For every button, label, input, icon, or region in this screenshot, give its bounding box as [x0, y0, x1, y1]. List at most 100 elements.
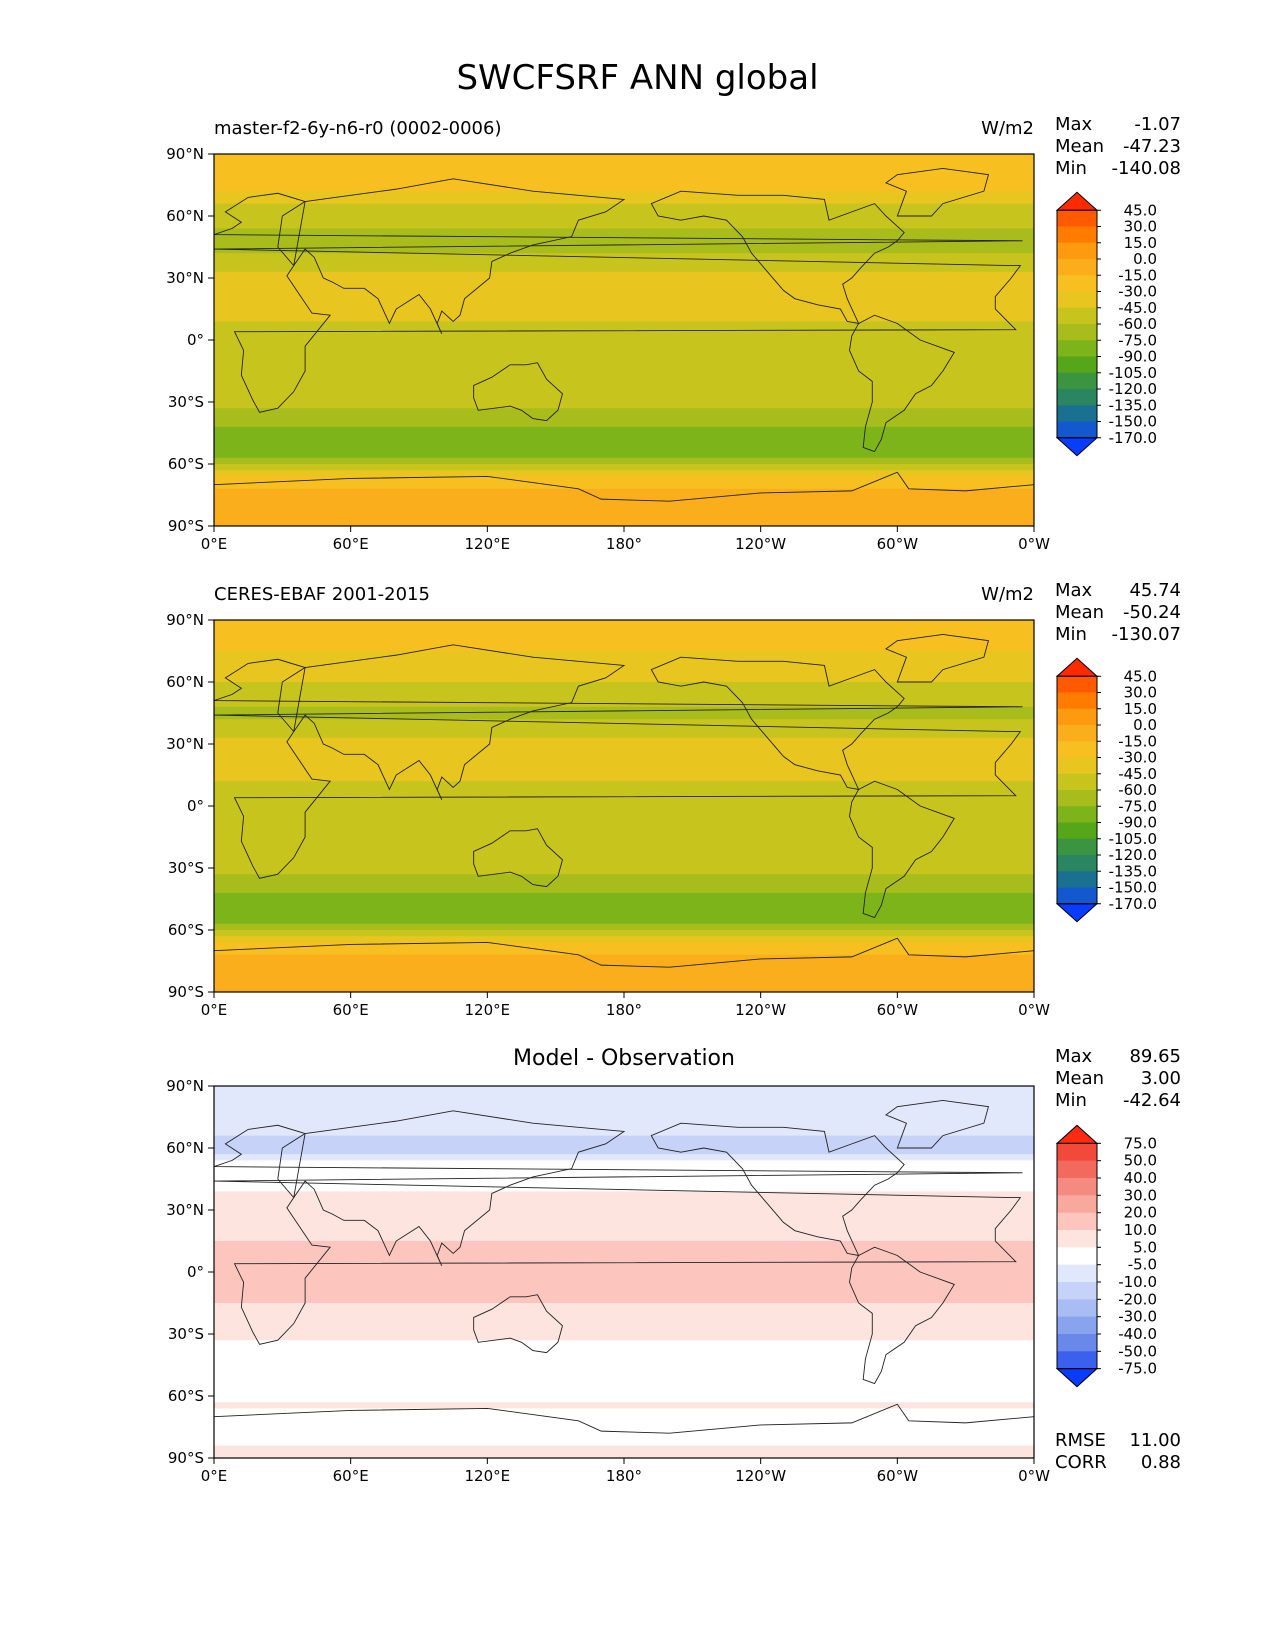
field-band	[214, 166, 1034, 174]
colorbar-extend-max	[1055, 191, 1099, 211]
stat-label: Max	[1055, 580, 1093, 601]
field-band	[214, 1278, 1034, 1285]
field-band	[214, 1439, 1034, 1447]
field-band	[214, 1092, 1034, 1099]
field-band	[214, 812, 1034, 819]
colorbar-label: -105.0	[1109, 830, 1157, 848]
colorbar-label: 75.0	[1124, 1134, 1157, 1152]
field-band	[214, 222, 1034, 229]
field-band	[214, 1451, 1034, 1458]
colorbar-label: -60.0	[1118, 781, 1157, 799]
field-band	[214, 1396, 1034, 1403]
field-band	[214, 476, 1034, 484]
colorbar-label: -50.0	[1118, 1342, 1157, 1360]
stat-label: Max	[1055, 1046, 1093, 1067]
field-band	[214, 620, 1034, 627]
field-band	[214, 482, 1034, 490]
field-band	[214, 719, 1034, 726]
field-band	[214, 1371, 1034, 1378]
field-band	[214, 750, 1034, 757]
x-tick-label: 60°E	[333, 1001, 369, 1019]
stat-label: Min	[1055, 624, 1087, 645]
field-band	[214, 395, 1034, 403]
colorbar-segment	[1057, 1351, 1097, 1370]
colorbar-label: 30.0	[1124, 1186, 1157, 1204]
field-band	[214, 1117, 1034, 1124]
stat-value: -42.64	[1122, 1090, 1181, 1111]
field-band	[214, 1427, 1034, 1434]
field-band	[214, 519, 1034, 526]
field-band	[214, 340, 1034, 347]
field-band	[214, 657, 1034, 664]
field-band	[214, 1358, 1034, 1366]
colorbar-segment	[1057, 389, 1097, 406]
colorbar-label: 45.0	[1124, 667, 1157, 685]
stat-label: Mean	[1055, 136, 1105, 157]
coastline	[650, 656, 905, 791]
field-band	[214, 849, 1034, 857]
field-band	[214, 930, 1034, 937]
colorbar-segment	[1057, 1264, 1097, 1283]
x-tick-label: 180°	[606, 1467, 642, 1485]
field-band	[214, 278, 1034, 285]
x-tick-label: 0°W	[1018, 1467, 1050, 1485]
coastline	[214, 937, 1034, 992]
field-band	[214, 1340, 1034, 1347]
colorbar-segment	[1057, 1195, 1097, 1214]
map-plot: 0°E 60°E 120°E 180° 120°W 60°W 0°W 90°N 60°N 30°N…	[166, 611, 1157, 1019]
field-band	[214, 1303, 1034, 1310]
field-band	[214, 1334, 1034, 1341]
field-band	[214, 1222, 1034, 1230]
field-band	[214, 1272, 1034, 1279]
field-band	[214, 942, 1034, 950]
coastline	[849, 314, 955, 453]
field-band	[214, 271, 1034, 279]
y-tick-label: 0°	[187, 331, 204, 349]
field-band	[214, 744, 1034, 751]
field-band	[214, 172, 1034, 180]
x-tick-label: 60°E	[333, 535, 369, 553]
field-band	[214, 725, 1034, 733]
field-band	[214, 1154, 1034, 1161]
y-tick-label: 30°N	[166, 1201, 204, 1219]
colorbar-segment	[1057, 372, 1097, 390]
y-tick-label: 90°S	[168, 517, 204, 535]
colorbar-extend-min	[1055, 437, 1099, 457]
colorbar-label: 30.0	[1124, 684, 1157, 702]
colorbar-label: -45.0	[1118, 299, 1157, 317]
colorbar-segment	[1057, 259, 1097, 276]
colorbar-label: -135.0	[1109, 396, 1157, 414]
field-band	[214, 967, 1034, 974]
field-band	[214, 682, 1034, 689]
colorbar-label: -40.0	[1118, 1325, 1157, 1343]
field-band	[214, 954, 1034, 962]
field-band	[214, 1210, 1034, 1217]
field-band	[214, 426, 1034, 434]
coastline	[885, 1100, 990, 1149]
stat-label: RMSE	[1055, 1430, 1106, 1451]
field-band	[214, 688, 1034, 695]
colorbar-label: 10.0	[1124, 1221, 1157, 1239]
coastline	[849, 1246, 955, 1385]
x-tick-label: 0°W	[1018, 535, 1050, 553]
x-tick-label: 120°W	[735, 1001, 786, 1019]
y-tick-label: 60°N	[166, 207, 204, 225]
colorbar-segment	[1057, 307, 1097, 325]
field-band	[214, 1086, 1034, 1093]
coastline	[473, 1294, 564, 1354]
field-band	[214, 433, 1034, 440]
stat-value: -140.08	[1111, 158, 1181, 179]
colorbar-label: -90.0	[1118, 814, 1157, 832]
colorbar-label: -30.0	[1118, 1308, 1157, 1326]
colorbar-segment	[1057, 676, 1097, 693]
colorbar-segment	[1057, 887, 1097, 905]
colorbar-segment	[1057, 1247, 1097, 1266]
stat-value: -50.24	[1122, 602, 1181, 623]
field-band	[214, 501, 1034, 508]
colorbar-segment	[1057, 1178, 1097, 1196]
colorbar-segment	[1057, 1334, 1097, 1352]
colorbar-label: -10.0	[1118, 1273, 1157, 1291]
field-band	[214, 1203, 1034, 1211]
stat-label: Max	[1055, 114, 1093, 135]
colorbar-label: -60.0	[1118, 315, 1157, 333]
